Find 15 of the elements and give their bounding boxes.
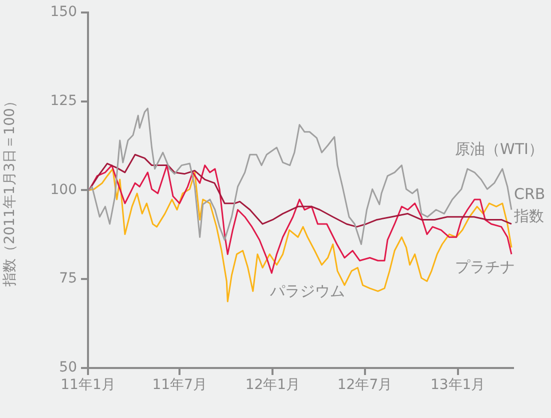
series-label: CRB指数 — [513, 184, 546, 225]
series-label: 原油（WTI） — [455, 140, 544, 158]
x-tick-label: 11年1月 — [60, 377, 116, 394]
y-axis-title: 指数（2011年1月3日＝100） — [2, 94, 18, 288]
y-tick-label: 100 — [50, 182, 77, 198]
x-tick-label: 13年1月 — [430, 377, 486, 394]
y-tick-label: 50 — [59, 360, 77, 376]
y-tick-label: 150 — [50, 4, 77, 20]
x-tick-label: 11年7月 — [152, 377, 207, 394]
series-label: プラチナ — [455, 258, 515, 276]
y-tick-label: 125 — [50, 92, 77, 109]
y-tick-label: 75 — [59, 270, 77, 287]
x-tick-label: 12年1月 — [245, 377, 300, 394]
series-label: パラジウム — [269, 282, 345, 300]
x-tick-label: 12年7月 — [337, 377, 392, 394]
